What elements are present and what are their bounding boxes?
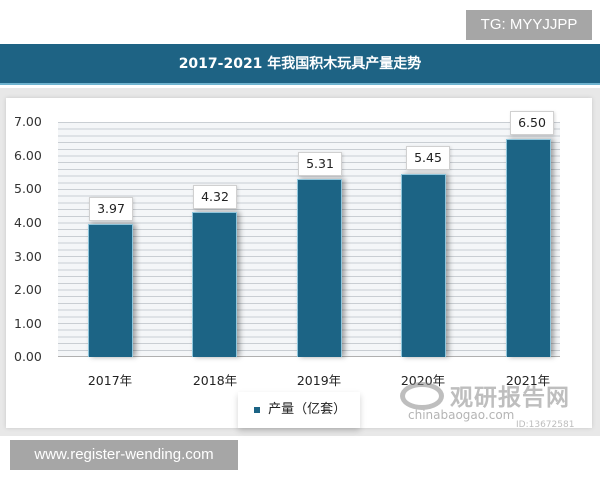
bar-2019 bbox=[297, 179, 342, 357]
y-tick-label: 3.00 bbox=[14, 249, 42, 264]
watermark-logo-icon bbox=[400, 382, 444, 410]
data-label-2017: 3.97 bbox=[89, 197, 133, 221]
tg-watermark-badge: TG: MYYJJPP bbox=[466, 10, 592, 40]
watermark-title: 观研报告网 bbox=[450, 385, 570, 411]
y-tick-label: 2.00 bbox=[14, 282, 42, 297]
x-tick-label: 2021年 bbox=[505, 373, 551, 388]
y-tick-label: 6.00 bbox=[14, 148, 42, 163]
data-label-2019: 5.31 bbox=[298, 152, 342, 176]
legend-swatch-icon bbox=[254, 406, 260, 413]
watermark-id: ID:13672581 bbox=[516, 420, 575, 430]
source-watermark: 观研报告网 chinabaogao.com ID:13672581 bbox=[400, 378, 580, 434]
legend-label: 产量（亿套） bbox=[268, 402, 347, 417]
y-tick-label: 5.00 bbox=[14, 181, 42, 196]
url-watermark-badge: www.register-wending.com bbox=[10, 440, 238, 470]
data-label-2020: 5.45 bbox=[406, 146, 450, 170]
chart-legend: 产量（亿套） bbox=[238, 392, 360, 428]
x-tick-label: 2017年 bbox=[87, 373, 133, 388]
y-tick-label: 4.00 bbox=[14, 215, 42, 230]
bar-2017 bbox=[88, 224, 133, 357]
y-tick-label: 1.00 bbox=[14, 316, 42, 331]
watermark-domain: chinabaogao.com bbox=[408, 408, 515, 422]
data-label-2018: 4.32 bbox=[193, 185, 237, 209]
chart-title: 2017-2021 年我国积木玩具产量走势 bbox=[178, 56, 422, 72]
bar-2020 bbox=[401, 174, 446, 357]
y-tick-label: 7.00 bbox=[14, 114, 42, 129]
bar-2021 bbox=[506, 139, 551, 357]
y-tick-label: 0.00 bbox=[14, 349, 42, 364]
bar-2018 bbox=[192, 212, 237, 357]
chart-title-bar: 2017-2021 年我国积木玩具产量走势 bbox=[0, 44, 600, 85]
x-tick-label: 2018年 bbox=[192, 373, 238, 388]
x-tick-label: 2019年 bbox=[296, 373, 342, 388]
data-label-2021: 6.50 bbox=[510, 111, 554, 135]
